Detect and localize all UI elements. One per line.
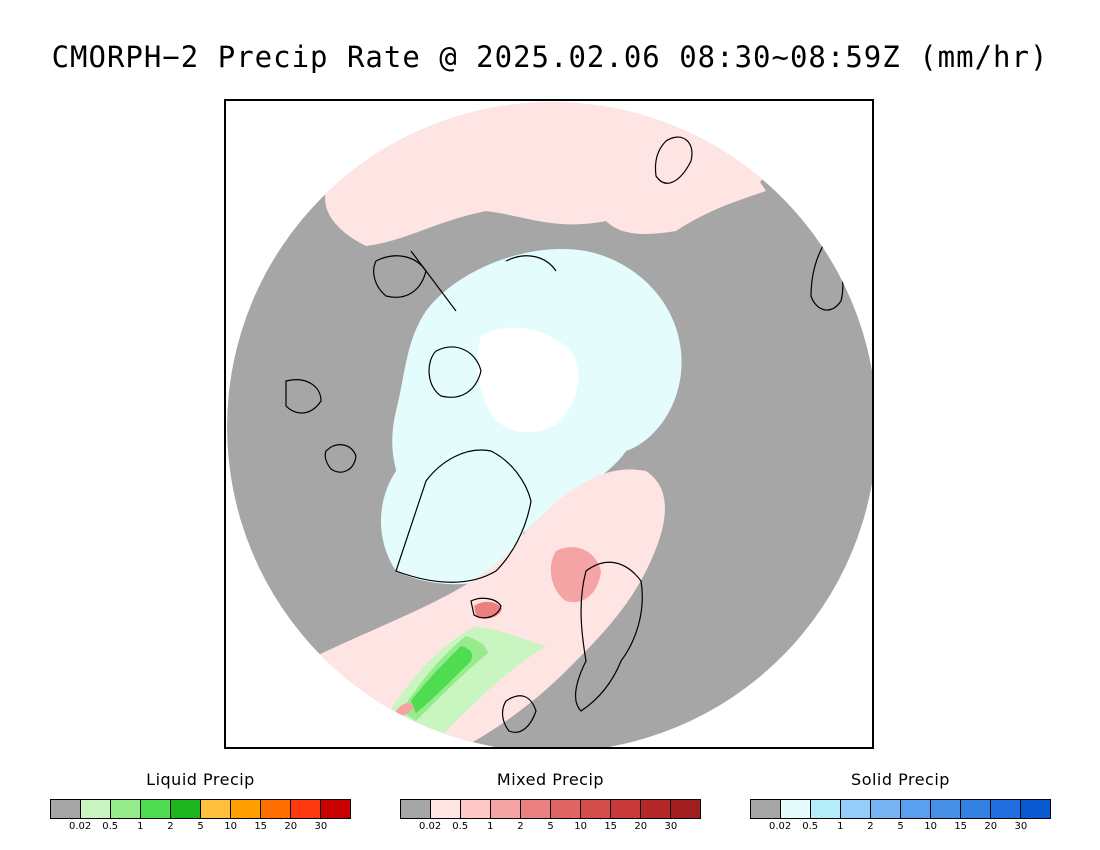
legend-title: Liquid Precip xyxy=(146,770,255,789)
legend-swatch xyxy=(841,800,871,818)
legend-swatch xyxy=(261,800,291,818)
coastlines xyxy=(285,136,844,733)
map-title: CMORPH−2 Precip Rate @ 2025.02.06 08:30~… xyxy=(51,40,1049,74)
mixed-precip-region-north xyxy=(325,102,766,246)
legend-swatch xyxy=(51,800,81,818)
legend-swatch xyxy=(551,800,581,818)
legend-ticks: 0.02 0.5 1 2 5 10 15 20 30 xyxy=(750,819,1051,833)
legend-tick-label: 0.5 xyxy=(802,821,819,832)
legend-solid-precip: Solid Precip 0.02 0.5 1 2 5 10 15 20 30 xyxy=(750,770,1051,833)
legend-swatch xyxy=(401,800,431,818)
legend-swatch xyxy=(521,800,551,818)
legend-tick-label: 20 xyxy=(634,821,648,832)
legend-liquid-precip: Liquid Precip 0.02 0.5 1 2 5 10 15 20 30 xyxy=(50,770,351,833)
legend-tick-label: 20 xyxy=(284,821,298,832)
legend-swatch xyxy=(81,800,111,818)
legend-tick-label: 20 xyxy=(984,821,998,832)
polar-precip-map-svg xyxy=(227,102,872,747)
liquid-precip-region-heavy xyxy=(411,646,473,713)
legend-swatch xyxy=(901,800,931,818)
legend-swatch xyxy=(811,800,841,818)
legend-tick-label: 15 xyxy=(254,821,268,832)
legend-tick-label: 2 xyxy=(517,821,524,832)
legend-swatch xyxy=(781,800,811,818)
legend-swatch xyxy=(321,800,350,818)
legend-swatch xyxy=(641,800,671,818)
legend-tick-label: 0.02 xyxy=(68,821,92,832)
legend-mixed-precip: Mixed Precip 0.02 0.5 1 2 5 10 15 20 30 xyxy=(400,770,701,833)
legend-swatch xyxy=(611,800,641,818)
legend-color-bar xyxy=(400,799,701,819)
legend-tick-label: 0.5 xyxy=(102,821,119,832)
legend-tick-label: 2 xyxy=(167,821,174,832)
legend-color-bar xyxy=(50,799,351,819)
legend-swatch xyxy=(291,800,321,818)
polar-map xyxy=(224,99,874,749)
legend-swatch xyxy=(991,800,1021,818)
legend-title: Solid Precip xyxy=(851,770,950,789)
legend-ticks: 0.02 0.5 1 2 5 10 15 20 30 xyxy=(400,819,701,833)
legend-tick-label: 10 xyxy=(574,821,587,832)
legend-swatch xyxy=(231,800,261,818)
legend-tick-label: 5 xyxy=(197,821,204,832)
legend-swatch xyxy=(171,800,201,818)
legend-tick-label: 15 xyxy=(604,821,618,832)
legend-swatch xyxy=(431,800,461,818)
no-data-pole xyxy=(476,327,579,433)
legend-tick-label: 1 xyxy=(137,821,144,832)
legend-tick-label: 30 xyxy=(314,821,328,832)
legend-swatch xyxy=(751,800,781,818)
legend-swatch xyxy=(581,800,611,818)
legend-tick-label: 2 xyxy=(867,821,874,832)
legend-swatch xyxy=(1021,800,1050,818)
legend-swatch xyxy=(111,800,141,818)
legend-swatch xyxy=(671,800,700,818)
legend-color-bar xyxy=(750,799,1051,819)
liquid-precip-region xyxy=(391,626,546,747)
mixed-precip-region-moderate xyxy=(550,547,601,603)
legend-title: Mixed Precip xyxy=(496,770,605,789)
legend-swatch xyxy=(461,800,491,818)
legend-tick-label: 5 xyxy=(897,821,904,832)
liquid-precip-region-intense xyxy=(396,702,414,716)
legend-tick-label: 1 xyxy=(487,821,494,832)
legend-tick-label: 5 xyxy=(547,821,554,832)
legend-swatch xyxy=(961,800,991,818)
legend-swatch xyxy=(931,800,961,818)
legend-tick-label: 0.5 xyxy=(452,821,469,832)
legend-swatch xyxy=(141,800,171,818)
legend-ticks: 0.02 0.5 1 2 5 10 15 20 30 xyxy=(50,819,351,833)
legend-swatch xyxy=(201,800,231,818)
legend-tick-label: 0.02 xyxy=(418,821,442,832)
legend-tick-label: 10 xyxy=(224,821,237,832)
legend-tick-label: 15 xyxy=(954,821,968,832)
legend-tick-label: 30 xyxy=(1014,821,1028,832)
mixed-precip-region-northeast xyxy=(606,153,766,234)
legend-tick-label: 10 xyxy=(924,821,937,832)
solid-precip-region-greenland xyxy=(381,457,527,585)
legend-tick-label: 0.02 xyxy=(768,821,792,832)
legend-swatch xyxy=(491,800,521,818)
legend-swatch xyxy=(871,800,901,818)
legend-tick-label: 30 xyxy=(664,821,678,832)
legend-tick-label: 1 xyxy=(837,821,844,832)
